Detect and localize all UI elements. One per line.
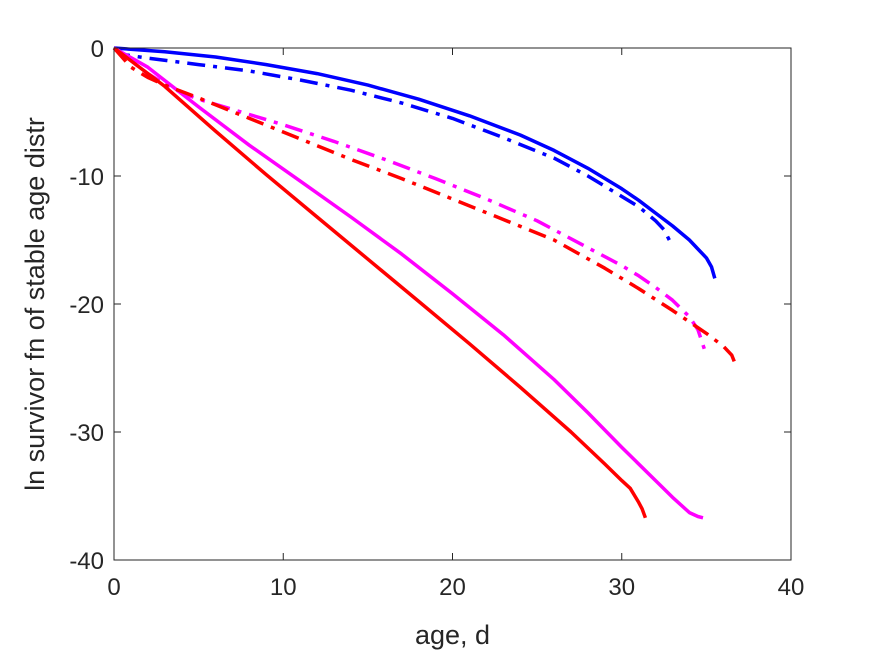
y-tick-label: -10: [69, 164, 104, 191]
x-axis-title: age, d: [415, 620, 490, 650]
x-tick-label: 40: [778, 574, 805, 601]
series-line-red-dashdot: [112, 46, 739, 369]
y-axis-title: ln survivor fn of stable age distr: [20, 117, 50, 491]
x-tick-label: 0: [107, 574, 120, 601]
x-tick-label: 20: [439, 574, 466, 601]
series-line-magenta-dashdot: [112, 46, 709, 356]
plot-area: [114, 48, 791, 560]
y-tick-label: -30: [69, 420, 104, 447]
series-line-blue-solid: [113, 46, 717, 279]
x-tick-label: 10: [270, 574, 297, 601]
y-tick-label: 0: [91, 36, 104, 63]
ticks-group: 0 10 20 30 40 0 -10 -20 -30 -40: [69, 36, 804, 601]
series-group: [112, 46, 739, 520]
y-tick-label: -20: [69, 292, 104, 319]
series-line-magenta-solid: [113, 46, 704, 520]
y-tick-label: -40: [69, 548, 104, 575]
series-line-blue-dashdot: [112, 46, 675, 248]
series-line-red-solid: [112, 46, 648, 519]
x-tick-label: 30: [608, 574, 635, 601]
